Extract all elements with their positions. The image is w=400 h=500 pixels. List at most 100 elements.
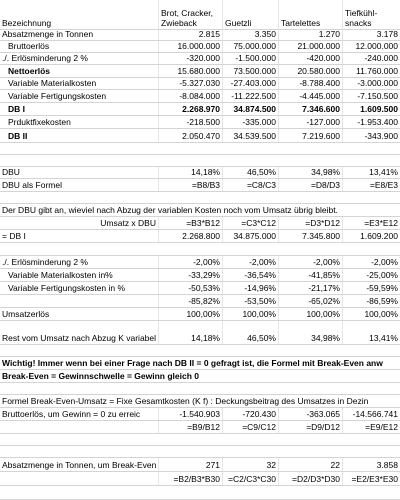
- cell-value[interactable]: -33,29%: [158, 269, 222, 281]
- row-label[interactable]: Prduktfixekosten: [8, 117, 71, 127]
- cell-value[interactable]: -50,53%: [158, 282, 222, 294]
- row-label[interactable]: Umsatz x DBU: [100, 218, 156, 228]
- cell-value[interactable]: 7.345.800: [278, 230, 342, 242]
- cell-value[interactable]: =D8/D3: [278, 179, 342, 191]
- row-label[interactable]: Variable Materialkosten in%: [8, 270, 113, 280]
- cell-value[interactable]: -1.953.400: [342, 116, 400, 128]
- cell-value[interactable]: 100,00%: [158, 308, 222, 320]
- row-label[interactable]: Variable Materialkosten: [8, 78, 97, 88]
- cell-value[interactable]: -343.900: [342, 129, 400, 142]
- cell-value[interactable]: -2,00%: [278, 256, 342, 268]
- cell-value[interactable]: -1.540.903: [158, 408, 222, 420]
- warning-text[interactable]: Wichtig! Immer wenn bei einer Frage nach…: [2, 359, 383, 368]
- row-label[interactable]: Variable Fertigungskosten: [8, 91, 107, 101]
- cell-value[interactable]: =B3*B12: [158, 217, 222, 229]
- cell-value[interactable]: -53,50%: [222, 295, 278, 307]
- cell-value[interactable]: -41,85%: [278, 269, 342, 281]
- cell-value[interactable]: 2.050.470: [158, 129, 222, 142]
- cell-formula[interactable]: =D2/D3*D30: [278, 472, 342, 485]
- cell-value[interactable]: -240.000: [342, 53, 400, 64]
- cell-value[interactable]: -1.500.000: [222, 53, 278, 64]
- cell-value[interactable]: 34.874.500: [222, 103, 278, 115]
- row-label[interactable]: DBU: [2, 167, 20, 177]
- row-label-empty[interactable]: [0, 472, 158, 485]
- cell-value[interactable]: -420.000: [278, 53, 342, 64]
- header-product-1[interactable]: Brot, Cracker, Zwieback: [158, 0, 222, 29]
- cell-formula[interactable]: =C9/C12: [222, 421, 278, 433]
- cell-value[interactable]: 34.875.000: [222, 230, 278, 242]
- row-label[interactable]: Rest vom Umsatz nach Abzug K variabel: [2, 333, 157, 343]
- break-even-text[interactable]: Break-Even = Gewinnschwelle = Gewinn gle…: [2, 372, 199, 381]
- cell-value[interactable]: 73.500.000: [222, 65, 278, 77]
- cell-value[interactable]: -65,02%: [278, 295, 342, 307]
- cell-value[interactable]: -86,59%: [342, 295, 400, 307]
- explanation-text[interactable]: Der DBU gibt an, wieviel nach Abzug der …: [2, 206, 338, 215]
- cell-value[interactable]: 2.815: [158, 30, 222, 40]
- cell-value[interactable]: 12.000.000: [342, 41, 400, 52]
- cell-value[interactable]: -363.065: [278, 408, 342, 420]
- cell-value[interactable]: -2,00%: [222, 256, 278, 268]
- cell-value[interactable]: -85,82%: [158, 295, 222, 307]
- cell-value[interactable]: -218.500: [158, 116, 222, 128]
- header-product-2[interactable]: Guetzli: [222, 0, 278, 29]
- cell-value[interactable]: -7.150.500: [342, 90, 400, 102]
- cell-value[interactable]: =E3*E12: [342, 217, 400, 229]
- cell-value[interactable]: 34.539.500: [222, 129, 278, 142]
- row-label-empty[interactable]: [0, 421, 158, 433]
- cell-formula[interactable]: =C2/C3*C30: [222, 472, 278, 485]
- row-label[interactable]: DB II: [8, 131, 28, 141]
- cell-formula[interactable]: =E2/E3*E30: [342, 472, 400, 485]
- row-label[interactable]: Absatzmenge in Tonnen: [2, 30, 94, 39]
- cell-value[interactable]: -8.084.000: [158, 90, 222, 102]
- row-label[interactable]: ./. Erlösminderung 2 %: [2, 53, 88, 63]
- header-label[interactable]: Bezeichnung: [2, 18, 52, 28]
- cell-value[interactable]: 75.000.000: [222, 41, 278, 52]
- cell-value[interactable]: =C8/C3: [222, 179, 278, 191]
- cell-value[interactable]: 1.270: [278, 30, 342, 40]
- cell-value[interactable]: 32: [222, 458, 278, 471]
- row-label[interactable]: [0, 295, 158, 307]
- cell-value[interactable]: -2,00%: [158, 256, 222, 268]
- cell-value[interactable]: 16.000.000: [158, 41, 222, 52]
- header-product-3[interactable]: Tartelettes: [278, 0, 342, 29]
- cell-value[interactable]: -127.000: [278, 116, 342, 128]
- cell-value[interactable]: 7.219.600: [278, 129, 342, 142]
- cell-value[interactable]: 13,41%: [342, 167, 400, 178]
- cell-value[interactable]: -2,00%: [342, 256, 400, 268]
- row-label[interactable]: Umsatzerlös: [2, 309, 50, 319]
- cell-value[interactable]: -11.222.500: [222, 90, 278, 102]
- cell-value[interactable]: -27.403.000: [222, 78, 278, 89]
- cell-value[interactable]: 46,50%: [222, 167, 278, 178]
- cell-value[interactable]: 34,98%: [278, 167, 342, 178]
- row-label[interactable]: DB I: [8, 104, 25, 114]
- row-label[interactable]: Bruttoerlös: [8, 41, 50, 51]
- cell-value[interactable]: =E8/E3: [342, 179, 400, 191]
- cell-value[interactable]: 46,50%: [222, 321, 278, 344]
- row-label[interactable]: ./. Erlösminderung 2 %: [2, 257, 88, 267]
- cell-value[interactable]: 3.350: [222, 30, 278, 40]
- row-label[interactable]: Absatzmenge in Tonnen, um Break-Even zu …: [2, 460, 158, 470]
- header-product-4[interactable]: Tiefkühl-snacks: [342, 0, 400, 29]
- cell-value[interactable]: 11.760.000: [342, 65, 400, 77]
- row-label[interactable]: Variable Fertigungskosten in %: [8, 283, 126, 293]
- cell-value[interactable]: -14,96%: [222, 282, 278, 294]
- cell-value[interactable]: 14,18%: [158, 321, 222, 344]
- cell-value[interactable]: 1.609.500: [342, 103, 400, 115]
- cell-value[interactable]: 13,41%: [342, 321, 400, 344]
- cell-value[interactable]: -3.000.000: [342, 78, 400, 89]
- cell-formula[interactable]: =B9/B12: [158, 421, 222, 433]
- cell-value[interactable]: -59,59%: [342, 282, 400, 294]
- cell-formula[interactable]: =D9/D12: [278, 421, 342, 433]
- cell-value[interactable]: 20.580.000: [278, 65, 342, 77]
- cell-value[interactable]: 1.609.200: [342, 230, 400, 242]
- cell-value[interactable]: -720.430: [222, 408, 278, 420]
- cell-value[interactable]: -14.566.741: [342, 408, 400, 420]
- cell-value[interactable]: =B8/B3: [158, 179, 222, 191]
- cell-value[interactable]: -8.788.400: [278, 78, 342, 89]
- cell-value[interactable]: 3.858: [342, 458, 400, 471]
- formula-text[interactable]: Formel Break-Even-Umsatz = Fixe Gesamtko…: [2, 397, 369, 406]
- cell-value[interactable]: -5.327.030: [158, 78, 222, 89]
- cell-value[interactable]: -25,00%: [342, 269, 400, 281]
- cell-value[interactable]: 271: [158, 458, 222, 471]
- cell-value[interactable]: =C3*C12: [222, 217, 278, 229]
